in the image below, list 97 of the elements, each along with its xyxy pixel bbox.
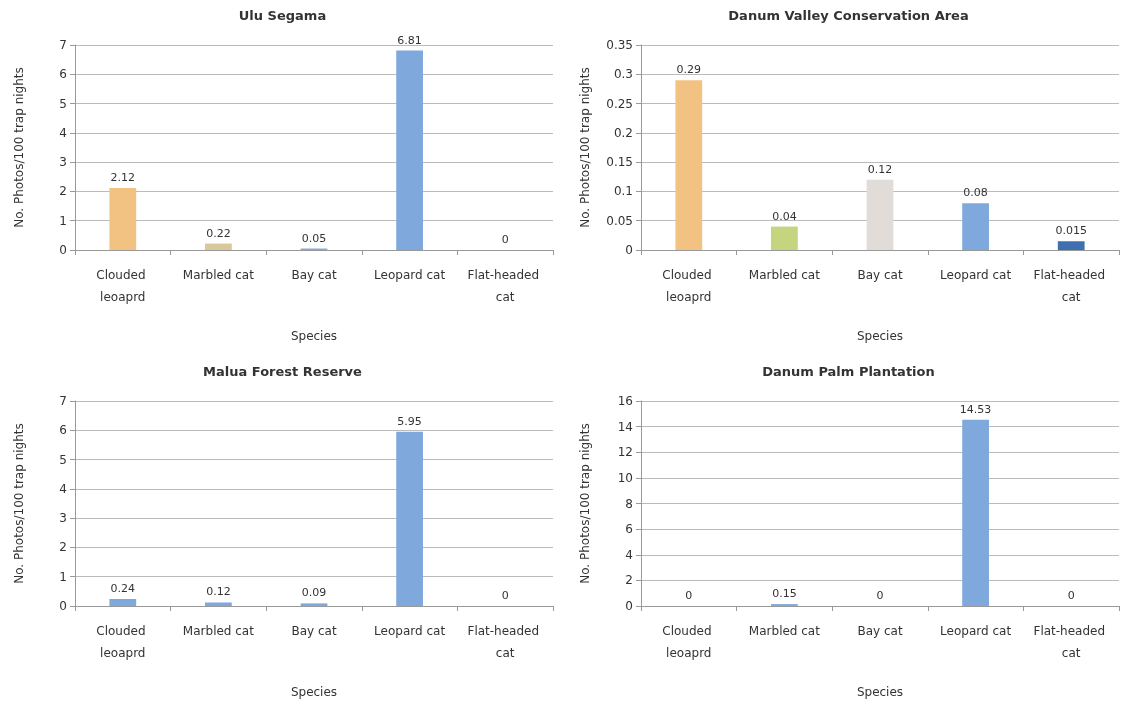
x-tick-label: Marbled cat [182, 624, 255, 638]
y-tick-label: 3 [59, 155, 67, 170]
data-label: 0.08 [963, 186, 988, 200]
x-axis-title: Species [290, 329, 338, 343]
x-tick-label: Leopard cat [940, 624, 1012, 638]
data-label: 0 [501, 233, 509, 246]
y-axis-title: No. Photos/100 trap nights [578, 67, 592, 228]
y-tick-label: 0.05 [606, 213, 633, 228]
bar [396, 431, 423, 606]
x-tick-label: Bay cat [291, 624, 337, 638]
bar [962, 203, 989, 250]
y-tick-label: 0.15 [606, 155, 633, 170]
bar [205, 243, 232, 250]
y-tick-label: 3 [59, 511, 67, 526]
bar [866, 179, 894, 250]
y-tick-label: 8 [625, 496, 633, 511]
chart-title: Danum Palm Plantation [762, 364, 935, 379]
y-tick-label: 4 [59, 481, 67, 496]
bar [1057, 241, 1085, 250]
y-tick-label: 0 [59, 243, 67, 257]
x-tick-label: Clouded leoaprd [96, 624, 150, 660]
x-tick-label: Marbled cat [182, 268, 255, 282]
y-tick-label: 0.25 [606, 96, 633, 111]
y-tick-label: 0.1 [613, 184, 633, 199]
y-tick-label: 4 [59, 125, 67, 140]
bar [109, 598, 137, 606]
y-tick-label: 6 [59, 423, 67, 438]
data-label: 0 [685, 589, 693, 602]
data-label: 0 [1067, 589, 1075, 602]
data-label: 0 [876, 589, 884, 602]
chart-title: Danum Valley Conservation Area [728, 8, 969, 23]
data-label: 0.015 [1055, 224, 1087, 238]
x-tick-label: Marbled cat [748, 624, 821, 638]
x-tick-label: Flat-headed cat [1033, 268, 1109, 304]
y-tick-label: 0.3 [613, 67, 633, 82]
chart-title: Ulu Segama [238, 8, 327, 23]
x-tick-label: Leopard cat [374, 268, 446, 282]
y-tick-label: 2 [59, 184, 67, 199]
bar [109, 187, 137, 250]
y-tick-label: 5 [59, 96, 67, 111]
data-label: 14.53 [959, 402, 992, 416]
data-label: 0.24 [110, 581, 136, 595]
x-tick-label: Flat-headed cat [1033, 624, 1109, 660]
data-label: 5.95 [397, 414, 422, 428]
y-tick-label: 1 [59, 569, 67, 584]
y-tick-label: 2 [625, 573, 633, 588]
bar [205, 602, 232, 606]
y-tick-label: 0 [625, 599, 633, 613]
data-label: 6.81 [397, 33, 422, 47]
chart-title: Malua Forest Reserve [203, 364, 363, 379]
data-label: 0.15 [772, 587, 797, 601]
y-tick-label: 0 [59, 599, 67, 613]
x-tick-label: Leopard cat [940, 268, 1012, 282]
x-axis-title: Species [856, 685, 904, 699]
data-label: 0.05 [301, 231, 327, 245]
bar [771, 226, 798, 250]
x-tick-label: Marbled cat [748, 268, 821, 282]
y-axis-title: No. Photos/100 trap nights [12, 423, 26, 584]
x-tick-label: Bay cat [857, 624, 903, 638]
data-label: 0.22 [206, 226, 231, 240]
y-tick-label: 6 [59, 67, 67, 82]
x-axis-title: Species [290, 685, 338, 699]
data-label: 0 [501, 589, 509, 602]
data-label: 2.12 [110, 170, 136, 184]
y-axis-title: No. Photos/100 trap nights [12, 67, 26, 228]
x-tick-label: Clouded leoaprd [662, 268, 716, 304]
x-tick-label: Bay cat [291, 268, 337, 282]
bar [675, 80, 703, 250]
y-tick-label: 5 [59, 452, 67, 467]
y-tick-label: 7 [59, 38, 67, 52]
data-label: 0.04 [772, 209, 797, 223]
y-tick-label: 14 [617, 419, 633, 434]
data-label: 0.12 [867, 162, 893, 176]
y-tick-label: 0.2 [613, 125, 633, 140]
bar [396, 50, 423, 250]
x-tick-label: Flat-headed cat [467, 268, 543, 304]
x-tick-label: Leopard cat [374, 624, 446, 638]
data-label: 0.29 [676, 63, 702, 77]
x-tick-label: Clouded leoaprd [96, 268, 150, 304]
y-tick-label: 4 [625, 547, 633, 562]
y-tick-label: 0.35 [606, 38, 633, 52]
y-tick-label: 7 [59, 394, 67, 408]
x-tick-label: Flat-headed cat [467, 624, 543, 660]
y-tick-label: 1 [59, 213, 67, 228]
y-tick-label: 10 [617, 470, 633, 485]
data-label: 0.09 [301, 586, 327, 600]
data-label: 0.12 [206, 585, 231, 599]
x-tick-label: Clouded leoaprd [662, 624, 716, 660]
y-tick-label: 2 [59, 540, 67, 555]
y-tick-label: 16 [617, 394, 633, 408]
bar [300, 603, 328, 606]
y-tick-label: 0 [625, 243, 633, 257]
x-axis-title: Species [856, 329, 904, 343]
x-tick-label: Bay cat [857, 268, 903, 282]
y-tick-label: 12 [617, 445, 633, 460]
y-axis-title: No. Photos/100 trap nights [578, 423, 592, 584]
y-tick-label: 6 [625, 522, 633, 537]
